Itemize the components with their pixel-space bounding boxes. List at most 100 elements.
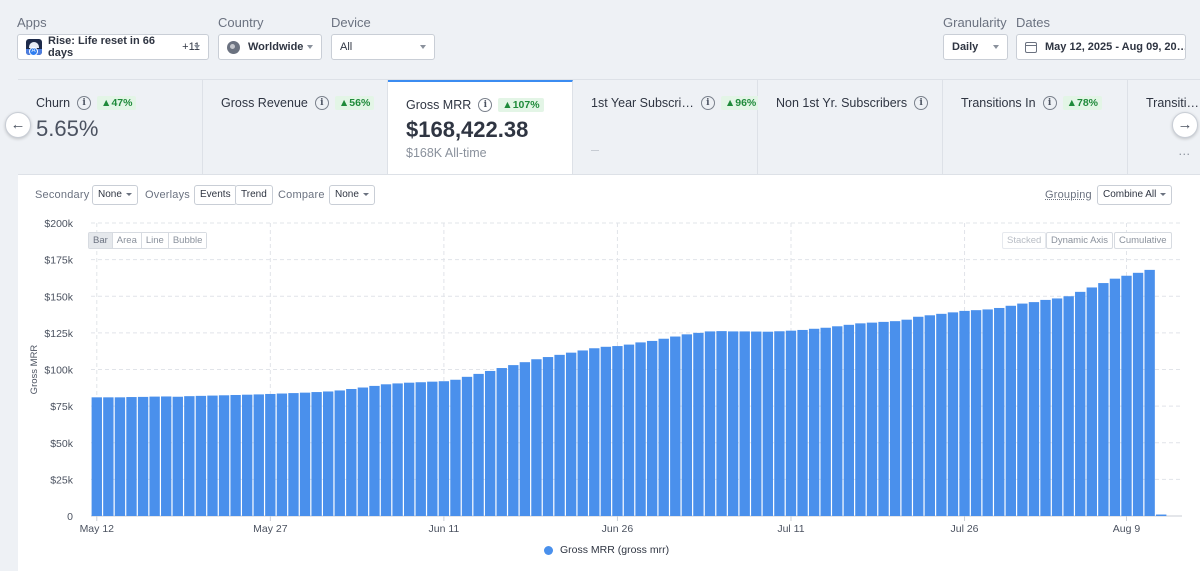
metric-title: Churn [36, 96, 71, 110]
bar [982, 309, 993, 516]
bar [670, 336, 681, 516]
bar [635, 342, 646, 516]
bar [137, 396, 149, 516]
x-tick-label: Jun 26 [602, 523, 634, 535]
bar [172, 396, 183, 516]
bar [126, 397, 137, 516]
metric-card-gross-revenue[interactable]: Gross Revenue i ▲56% [203, 80, 388, 174]
info-icon[interactable]: i [1042, 96, 1057, 110]
y-tick-label: $25k [50, 474, 74, 486]
chevron-down-icon [993, 45, 999, 49]
granularity-select[interactable]: Daily [943, 34, 1008, 60]
metric-card-first-year-subscribers[interactable]: 1st Year Subscri… i ▲96% [573, 80, 761, 174]
granularity-select-value: Daily [952, 41, 979, 53]
bar [554, 354, 565, 516]
bar [346, 388, 357, 516]
bar [299, 392, 311, 516]
bar [114, 397, 126, 516]
bar [195, 395, 207, 516]
secondary-select[interactable]: None [92, 185, 138, 205]
arrow-right-icon[interactable]: → [1172, 112, 1198, 138]
events-button[interactable]: Events [194, 185, 237, 205]
bar [450, 379, 461, 516]
y-tick-label: $200k [44, 218, 73, 230]
bar [242, 394, 253, 516]
dynamic-axis-toggle[interactable]: Dynamic Axis [1046, 232, 1114, 249]
x-tick-label: May 27 [253, 523, 288, 535]
bar [832, 326, 843, 516]
metric-card-gross-mrr[interactable]: Gross MRR i ▲107% $168,422.38 $168K All-ti… [388, 80, 573, 174]
bar [91, 397, 102, 516]
metric-card-non-first-year[interactable]: Non 1st Yr. Subscribers i [758, 80, 943, 174]
metric-delta-badge: ▲47% [97, 96, 137, 110]
bar [623, 344, 635, 516]
metric-value: $168,422.38 [406, 117, 529, 142]
y-tick-label: $100k [44, 365, 73, 377]
bar [484, 370, 496, 516]
y-tick-label: $150k [44, 291, 73, 303]
compare-select[interactable]: None [329, 185, 375, 205]
bar [866, 322, 878, 516]
bar [693, 332, 704, 516]
bar [1086, 287, 1097, 516]
grouping-label[interactable]: Grouping [1045, 189, 1092, 201]
bar [1005, 305, 1016, 516]
bar [531, 359, 542, 516]
bar [612, 346, 623, 516]
stacked-toggle[interactable]: Stacked [1002, 232, 1047, 249]
bar [473, 373, 484, 516]
metric-title: Non 1st Yr. Subscribers [776, 96, 908, 110]
device-select-value: All [340, 41, 353, 53]
metric-delta-badge: ▲107% [498, 98, 544, 112]
cumulative-toggle[interactable]: Cumulative [1114, 232, 1172, 249]
bar [218, 395, 230, 516]
info-icon[interactable]: i [700, 96, 715, 110]
metric-title: Gross Revenue [221, 96, 308, 110]
bar [369, 385, 380, 516]
bar [681, 334, 693, 516]
bar [184, 396, 195, 516]
bar [843, 324, 855, 516]
legend-swatch [544, 545, 553, 555]
bar [149, 396, 160, 516]
info-icon[interactable]: i [77, 96, 92, 110]
bar [600, 346, 612, 516]
bar [936, 313, 947, 516]
bar [519, 362, 531, 516]
bar [1121, 275, 1132, 516]
info-icon[interactable]: i [314, 96, 329, 110]
bar [565, 352, 577, 516]
chart-type-line[interactable]: Line [141, 233, 169, 248]
bar [959, 310, 970, 516]
metric-card-churn[interactable]: Churn i ▲47% 5.65% [18, 80, 203, 174]
date-range-picker[interactable]: May 12, 2025 - Aug 09, 20… [1016, 34, 1186, 60]
country-select[interactable]: Worldwide [218, 34, 322, 60]
apps-select[interactable]: A Rise: Life reset in 66 days +11 [17, 34, 209, 60]
grouping-select[interactable]: Combine All [1097, 185, 1173, 205]
chart-type-bubble[interactable]: Bubble [168, 233, 207, 248]
bar [207, 395, 218, 516]
chart-legend[interactable]: Gross MRR (gross mrr) [544, 544, 669, 556]
apps-more-count: +11 [182, 41, 200, 53]
chart-type-bar[interactable]: Bar [89, 233, 113, 248]
bar [797, 329, 808, 516]
metric-alltime: $168K All-time [406, 146, 487, 160]
bar [288, 393, 299, 516]
trend-button[interactable]: Trend [235, 185, 273, 205]
x-tick-label: Jun 11 [429, 523, 460, 535]
device-select[interactable]: All [331, 34, 435, 60]
chart-type-area[interactable]: Area [112, 233, 142, 248]
y-tick-label: $125k [44, 328, 73, 340]
dates-label: Dates [1016, 15, 1050, 30]
bar [438, 381, 450, 516]
arrow-left-icon[interactable]: ← [5, 112, 31, 138]
bar [1017, 303, 1028, 516]
device-label: Device [331, 15, 371, 30]
bar [1109, 278, 1121, 516]
info-icon[interactable]: i [914, 96, 929, 110]
info-icon[interactable]: i [478, 98, 493, 112]
bar [947, 312, 959, 516]
granularity-label: Granularity [943, 15, 1007, 30]
metric-title: Gross MRR [406, 98, 472, 112]
metric-card-transitions-in[interactable]: Transitions In i ▲78% [943, 80, 1128, 174]
